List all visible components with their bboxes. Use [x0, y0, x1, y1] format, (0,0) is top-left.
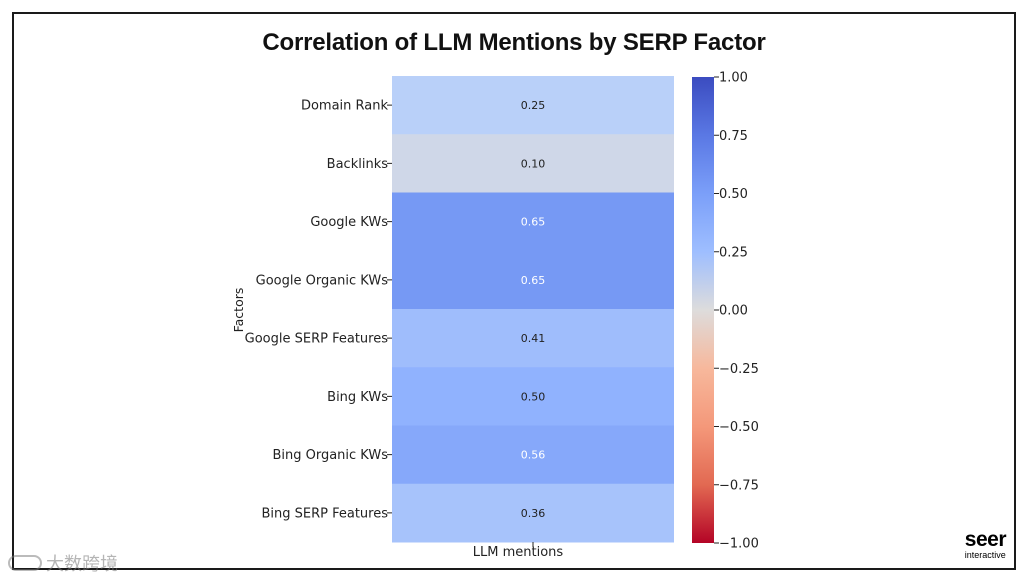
cell-value-label: 0.65 [521, 274, 546, 287]
colorbar-tick-label: −1.00 [719, 537, 759, 552]
y-tick-label: Bing Organic KWs [272, 448, 388, 463]
colorbar-tick-label: 1.00 [719, 71, 748, 86]
y-tick-label: Google KWs [310, 215, 388, 230]
y-tick-label: Google SERP Features [245, 332, 389, 347]
cell-value-label: 0.25 [521, 99, 546, 112]
watermark: 大数跨境 [8, 550, 118, 576]
y-tick-label: Bing SERP Features [261, 506, 388, 521]
heatmap-cell [392, 483, 674, 543]
brand-name: seer [964, 528, 1007, 551]
y-tick-label: Backlinks [327, 157, 389, 172]
y-tick-label: Google Organic KWs [256, 273, 389, 288]
heatmap-cell [392, 134, 674, 193]
heatmap-cell [392, 425, 674, 485]
y-tick-label: Domain Rank [301, 99, 389, 114]
cell-value-label: 0.50 [521, 390, 546, 403]
colorbar-tick-label: −0.50 [719, 420, 759, 435]
colorbar-tick-label: 0.75 [719, 129, 748, 144]
cell-value-label: 0.41 [521, 332, 546, 345]
y-tick-label: Bing KWs [327, 390, 388, 405]
colorbar-tick-label: 0.50 [719, 187, 748, 202]
colorbar-tick-label: 0.25 [719, 245, 748, 260]
heatmap-cell [392, 76, 674, 135]
colorbar [692, 77, 714, 543]
cell-value-label: 0.65 [521, 216, 546, 229]
y-axis-label: Factors [231, 288, 246, 333]
heatmap-cell [392, 250, 674, 310]
watermark-text: 大数跨境 [46, 554, 118, 575]
heatmap-cell [392, 192, 674, 252]
heatmap-cell [392, 309, 674, 368]
brand-sub: interactive [964, 550, 1006, 560]
brand-logo: seer interactive [964, 528, 1007, 560]
heatmap-cell [392, 367, 674, 426]
x-tick-label: LLM mentions [473, 545, 564, 560]
cell-value-label: 0.56 [521, 449, 546, 462]
watermark-logo-icon [8, 555, 42, 571]
cell-value-label: 0.10 [521, 157, 546, 170]
cell-value-label: 0.36 [521, 507, 546, 520]
colorbar-tick-label: 0.00 [719, 304, 748, 319]
colorbar-tick-label: −0.75 [719, 478, 759, 493]
colorbar-tick-label: −0.25 [719, 362, 759, 377]
chart-title: Correlation of LLM Mentions by SERP Fact… [262, 29, 766, 56]
